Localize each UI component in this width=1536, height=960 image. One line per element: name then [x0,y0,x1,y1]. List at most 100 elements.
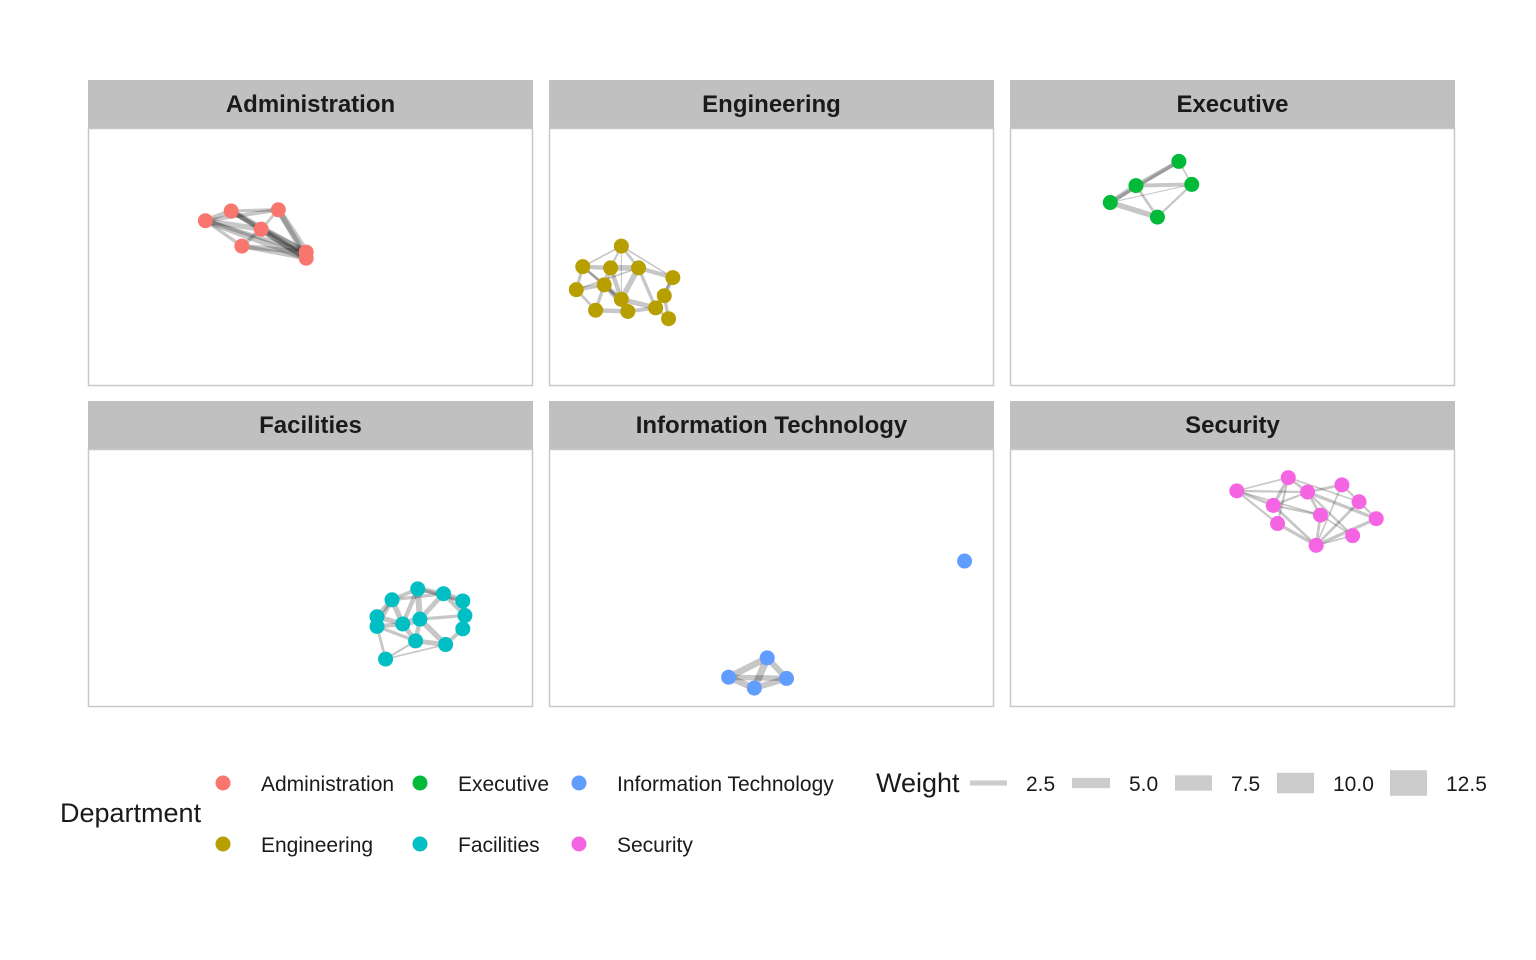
network-node [435,586,451,602]
facet-panel: Facilities [87,401,534,708]
network-node [270,202,286,218]
department-legend-item: Information Technology [571,773,834,796]
node-layer [369,581,473,667]
network-edge [257,225,310,262]
network-node [656,288,672,304]
network-edge [1107,199,1161,220]
network-node [384,592,400,608]
network-node [1345,528,1361,544]
network-edge [202,217,310,262]
network-node [613,291,629,307]
network-edge [1134,182,1194,188]
department-legend-item: Executive [412,773,549,796]
weight-legend-item: 7.5 [1175,773,1260,796]
network-node [603,260,619,276]
network-node [223,203,239,219]
network-node [759,650,775,666]
network-edge [1133,159,1182,188]
network-edge [239,243,309,255]
network-edge [1314,500,1361,547]
legend-key-dot [215,775,231,791]
legend-key-dot [571,775,587,791]
network-node [253,221,269,237]
weight-key-swatch [1390,770,1427,796]
network-node [455,593,471,609]
facet-plot-area [1009,127,1456,387]
network-node [1270,516,1286,532]
network-node [568,282,584,298]
network-edge [1271,504,1318,547]
department-legend: Department Administration Executive Inform… [60,773,834,857]
network-node [395,616,411,632]
network-node [1300,484,1316,500]
legend-item-label: Security [617,834,693,857]
legend-key-dot [571,836,587,852]
weight-legend-title: Weight [876,768,960,798]
facet-strip [549,80,994,128]
network-node [620,303,636,319]
network-edge [1156,183,1193,219]
department-legend-item: Facilities [412,834,540,857]
weight-legend-item: 10.0 [1277,772,1374,796]
network-node [596,277,612,293]
network-edge [1109,183,1193,204]
facet-strip-label: Engineering [702,91,841,118]
network-node [1149,209,1165,225]
legend-item-label: Executive [458,773,549,796]
department-legend-title: Department [60,798,202,828]
legend-key-dot [215,836,231,852]
facet-strip [1010,80,1455,128]
department-legend-item: Security [571,834,693,857]
network-edge [258,226,310,256]
network-node [1308,537,1324,553]
network-edge [1306,490,1354,537]
legend-item-label: Administration [261,773,394,796]
network-edge [1235,476,1290,492]
network-edge [229,208,280,213]
network-edge [203,207,281,223]
network-node [378,651,394,667]
weight-key-label: 7.5 [1231,773,1260,796]
network-edge [202,217,264,232]
network-node [613,238,629,254]
legend-key-dot [412,775,428,791]
facet-panel: Administration [87,80,534,387]
facet-plot-area [548,448,995,708]
weight-key-label: 2.5 [1026,773,1055,796]
network-node [661,311,677,327]
network-node [1171,153,1187,169]
department-legend-item: Engineering [215,834,373,857]
node-layer [1229,470,1384,553]
facet-panel: Security [1009,401,1456,708]
network-node [1280,470,1296,486]
facet-plot-area [87,448,534,708]
network-edge [1287,476,1360,503]
network-node [1229,483,1245,499]
weight-legend-item: 2.5 [970,773,1055,796]
legend-item-label: Information Technology [617,773,834,796]
network-node [957,553,973,569]
network-node [197,213,213,229]
weight-legend-item: 5.0 [1072,773,1158,796]
network-node [665,270,681,286]
network-edge [1276,476,1290,525]
weight-key-label: 5.0 [1129,773,1158,796]
facet-panel: Information Technology [548,401,995,708]
network-node [234,238,250,254]
network-edge [275,206,310,256]
network-node [1265,497,1281,513]
department-legend-item: Administration [215,773,394,796]
facet-strip-label: Executive [1176,91,1288,118]
network-edge [384,643,447,660]
network-edge [228,208,309,255]
facet-strip-label: Administration [226,91,395,118]
network-edge [239,243,309,261]
network-node [1128,178,1144,194]
network-node [648,300,664,316]
network-node [631,260,647,276]
facet-strip [549,401,994,449]
network-edge [1108,159,1181,205]
network-node [410,581,426,597]
facet-strip [88,401,533,449]
